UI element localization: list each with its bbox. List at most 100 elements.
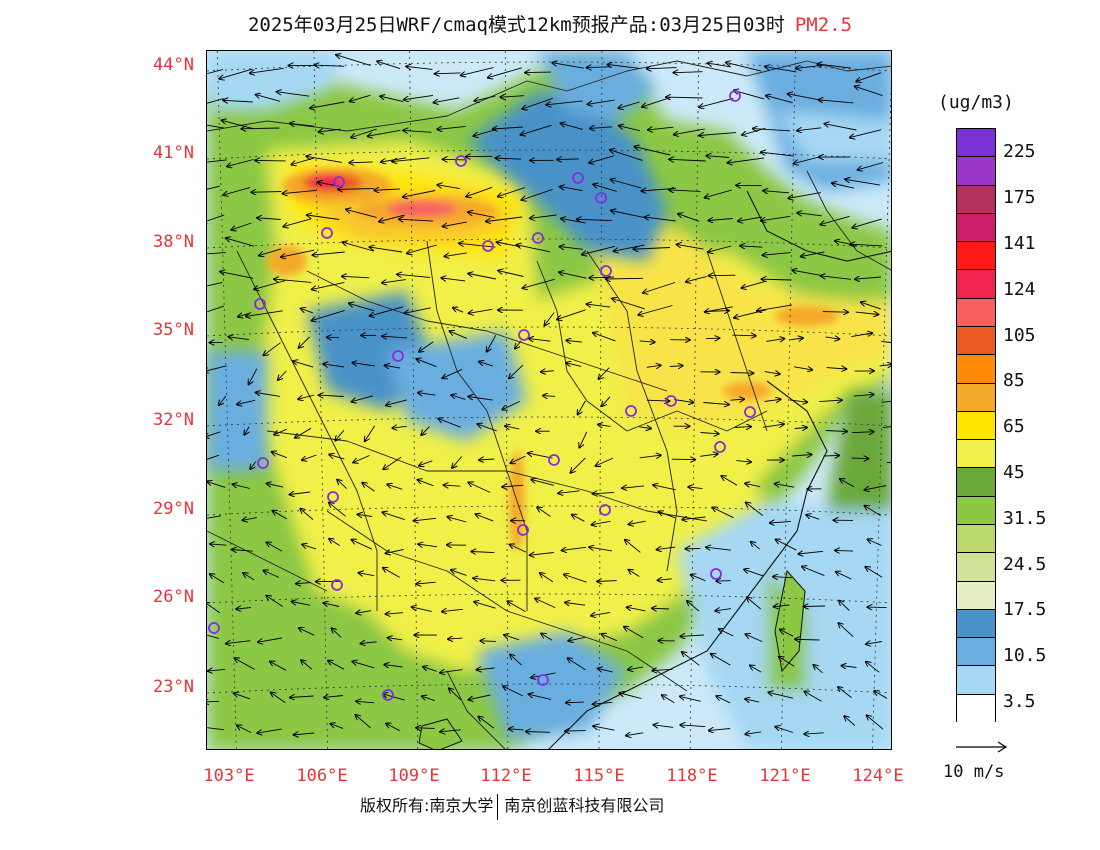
wind-arrow xyxy=(561,123,583,130)
wind-arrow xyxy=(674,400,693,403)
wind-arrow xyxy=(315,65,345,66)
wind-reference-arrow xyxy=(956,741,1008,753)
wind-arrow xyxy=(851,432,874,433)
wind-arrow xyxy=(579,431,588,448)
wind-arrow xyxy=(865,485,887,490)
wind-arrow xyxy=(442,609,463,611)
wind-arrow xyxy=(356,611,372,614)
latitude-label: 23°N xyxy=(153,677,194,697)
site-marker xyxy=(518,329,530,341)
wind-arrow xyxy=(386,724,400,732)
wind-arrow xyxy=(821,276,851,280)
wind-arrow xyxy=(207,603,221,614)
wind-arrow xyxy=(445,252,467,257)
wind-arrow xyxy=(296,583,312,584)
wind-arrow xyxy=(478,717,495,729)
wind-arrow xyxy=(207,214,225,223)
site-marker xyxy=(537,674,549,686)
wind-arrow xyxy=(380,96,404,103)
wind-arrow xyxy=(293,361,314,368)
wind-arrow xyxy=(726,62,762,72)
wind-arrow xyxy=(825,337,840,339)
wind-arrow xyxy=(709,219,733,221)
wind-arrow xyxy=(207,124,225,129)
wind-arrow xyxy=(207,482,226,488)
wind-arrow xyxy=(448,517,467,523)
wind-arrow xyxy=(629,570,640,577)
wind-arrow xyxy=(699,133,737,136)
wind-arrow xyxy=(730,373,754,374)
wind-arrow xyxy=(792,270,822,276)
wind-arrow xyxy=(370,247,403,253)
wind-arrow xyxy=(392,157,430,162)
colorbar-label: 141 xyxy=(1003,233,1036,254)
wind-arrow xyxy=(719,629,734,637)
wind-arrow xyxy=(790,338,803,340)
wind-arrow xyxy=(267,484,284,488)
wind-vectors xyxy=(207,55,891,736)
wind-arrow xyxy=(473,578,496,581)
wind-arrow xyxy=(503,686,523,697)
site-marker xyxy=(714,441,726,453)
wind-arrow xyxy=(243,573,255,581)
wind-arrow xyxy=(806,515,820,520)
site-marker xyxy=(548,454,560,466)
wind-arrow xyxy=(686,275,707,281)
wind-arrow xyxy=(207,69,224,75)
wind-arrow xyxy=(254,280,286,290)
colorbar-segment xyxy=(957,213,995,243)
wind-arrow xyxy=(566,363,582,367)
wind-arrow xyxy=(448,638,463,639)
wind-arrow xyxy=(207,454,220,460)
wind-arrow xyxy=(386,549,404,554)
wind-arrow xyxy=(323,603,340,607)
wind-arrow xyxy=(437,126,466,129)
wind-arrow xyxy=(414,518,437,521)
wind-arrow xyxy=(392,426,407,428)
wind-arrow xyxy=(648,127,674,130)
wind-arrow xyxy=(589,155,615,163)
longitude-label: 121°E xyxy=(759,766,811,786)
copyright-footer: 版权所有:南京大学 南京创蓝科技有限公司 xyxy=(360,792,664,820)
wind-arrow xyxy=(881,340,891,343)
site-marker xyxy=(710,568,722,580)
province-boundaries xyxy=(207,60,891,749)
wind-arrow xyxy=(207,515,222,519)
wind-arrow xyxy=(469,308,493,313)
wind-arrow xyxy=(505,426,520,429)
wind-arrow xyxy=(384,665,403,667)
wind-arrow xyxy=(610,150,643,161)
wind-arrow xyxy=(565,731,586,732)
wind-arrow xyxy=(422,696,435,702)
wind-arrow xyxy=(593,184,617,192)
wind-arrow xyxy=(678,214,700,222)
wind-arrow xyxy=(788,94,824,102)
wind-arrow xyxy=(299,336,310,348)
longitude-label: 103°E xyxy=(203,766,255,786)
wind-arrow xyxy=(331,724,344,729)
wind-arrow xyxy=(466,186,493,196)
wind-arrow xyxy=(747,597,761,610)
wind-arrow xyxy=(794,428,807,429)
wind-arrow xyxy=(233,484,251,489)
wind-arrow xyxy=(721,476,738,486)
wind-arrow xyxy=(762,424,784,427)
wind-arrow xyxy=(385,365,401,368)
wind-arrow xyxy=(266,596,283,607)
wind-arrow xyxy=(738,216,762,221)
wind-arrow xyxy=(242,128,280,129)
wind-arrow xyxy=(566,702,584,703)
wind-arrow xyxy=(352,540,373,550)
wind-arrow xyxy=(662,695,675,704)
wind-arrow xyxy=(746,503,764,517)
wind-arrow xyxy=(302,545,317,550)
wind-arrow xyxy=(479,362,494,367)
wind-arrow xyxy=(708,245,732,252)
wind-arrow xyxy=(526,732,551,733)
wind-arrow xyxy=(442,368,463,378)
wind-arrow xyxy=(383,512,405,521)
wind-arrow xyxy=(745,699,760,702)
wind-arrow xyxy=(764,372,780,375)
wind-arrow xyxy=(545,312,555,326)
wind-arrow xyxy=(274,279,312,283)
